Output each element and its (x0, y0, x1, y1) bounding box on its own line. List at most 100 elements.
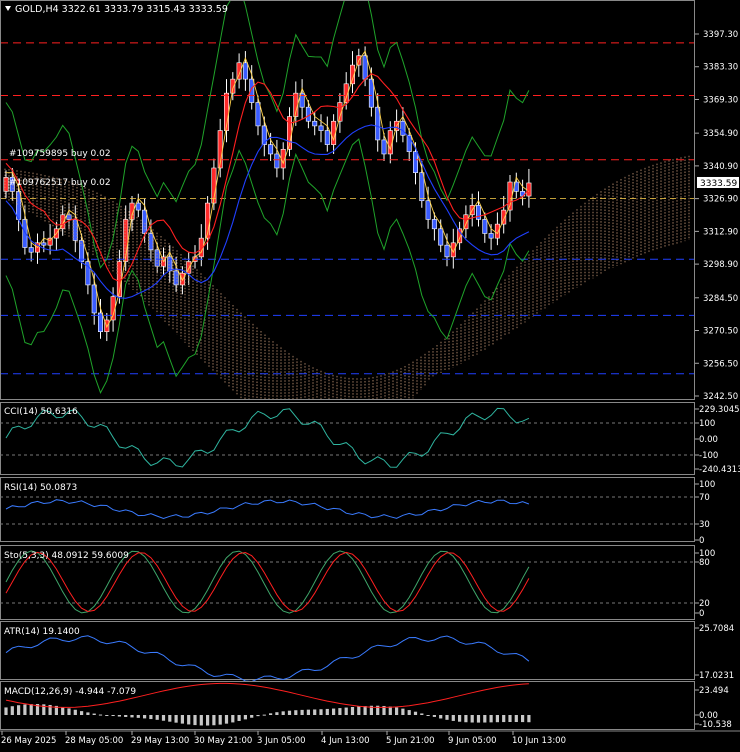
price-pane[interactable] (0, 0, 694, 442)
macd-bar (275, 712, 279, 715)
candle[interactable] (255, 95, 261, 136)
macd-bar (149, 715, 153, 720)
price-axis[interactable]: 3397.30 3383.30 3369.30 3354.90 3340.90 3326.… (695, 30, 738, 402)
candle[interactable] (274, 139, 280, 178)
candle[interactable] (217, 118, 223, 178)
candle-body (9, 177, 15, 192)
macd-bar (10, 706, 14, 715)
candle[interactable] (249, 65, 255, 110)
macd-bar (161, 715, 166, 721)
stochastic-title: Sto(5,3,3) 48.0912 59.6009 (4, 551, 129, 561)
candle[interactable] (60, 205, 66, 236)
candle[interactable] (47, 224, 53, 255)
axis-label: -100 (699, 451, 718, 461)
time-axis-label: 26 May 2025 (1, 736, 56, 746)
candle[interactable] (299, 79, 305, 119)
axis-label: 0 (699, 536, 704, 546)
candle[interactable] (431, 212, 437, 241)
candle[interactable] (198, 224, 204, 267)
candle[interactable] (28, 240, 34, 262)
candle[interactable] (475, 191, 481, 227)
time-axis-label: 29 May 13:00 (131, 736, 189, 746)
candle[interactable] (501, 196, 507, 234)
candle[interactable] (337, 93, 343, 133)
candle[interactable] (72, 205, 78, 253)
candle[interactable] (280, 142, 286, 180)
candle[interactable] (349, 51, 355, 94)
macd-bar (350, 706, 355, 715)
candle-body (425, 200, 431, 220)
macd-bar (338, 708, 342, 715)
candle[interactable] (324, 116, 330, 152)
candle[interactable] (135, 193, 141, 218)
time-axis-label: 10 Jun 13:00 (512, 736, 566, 746)
candle-body (438, 228, 444, 246)
candle[interactable] (425, 186, 431, 229)
candle[interactable] (526, 168, 532, 208)
candle[interactable] (343, 72, 349, 110)
candle[interactable] (406, 128, 412, 161)
axis-label: 229.3045 (699, 405, 740, 415)
axis-label: 25.7084 (699, 624, 734, 634)
candle[interactable] (123, 205, 129, 271)
candle[interactable] (356, 48, 362, 77)
candle[interactable] (457, 221, 463, 250)
macd-pane[interactable]: 23.494 0.00-10.538 (0, 681, 732, 731)
candle[interactable] (3, 170, 9, 199)
rsi-pane[interactable]: 100 70 30 0 (0, 477, 715, 547)
macd-bar (212, 715, 216, 726)
candle-body (406, 134, 412, 152)
candle[interactable] (236, 53, 242, 89)
macd-bar (105, 715, 109, 716)
current-price-value: 3333.59 (700, 179, 737, 189)
cci-pane[interactable]: 229.3045 100 0.00 -100 -240.4313 (0, 402, 740, 476)
axis-label: 80 (699, 558, 710, 568)
price-axis-label: 3326.90 (703, 195, 738, 205)
macd-bar (243, 715, 247, 720)
macd-bar (382, 705, 386, 715)
macd-bar (206, 715, 210, 726)
candle[interactable] (211, 158, 217, 211)
candle[interactable] (381, 132, 387, 161)
candle-body (343, 83, 349, 103)
tenkan-line (6, 50, 530, 329)
macd-signal-line (5, 682, 529, 708)
candle[interactable] (261, 116, 267, 157)
macd-bar (464, 715, 468, 723)
macd-bar (168, 715, 172, 722)
candle[interactable] (305, 100, 311, 129)
bollinger-upper-line (5, 1, 530, 269)
candle[interactable] (463, 205, 469, 239)
kijun-line (5, 73, 530, 283)
candle[interactable] (520, 179, 526, 206)
candle[interactable] (173, 256, 179, 292)
candle[interactable] (312, 111, 318, 136)
macd-bar (17, 705, 21, 715)
candle-body (179, 272, 185, 286)
candle[interactable] (66, 203, 72, 229)
candle-body (337, 102, 343, 122)
candle[interactable] (450, 228, 456, 269)
order-label[interactable]: #109762517 buy 0.02 (9, 178, 111, 188)
time-axis[interactable]: 26 May 2025 28 May 05:00 29 May 13:00 30 Ma… (0, 730, 740, 746)
candle[interactable] (482, 212, 488, 243)
candle[interactable] (494, 212, 500, 246)
candle[interactable] (400, 107, 406, 143)
candle[interactable] (85, 252, 91, 295)
candle-body (60, 214, 66, 230)
order-label[interactable]: #109759895 buy 0.02 (9, 149, 111, 159)
candle[interactable] (98, 298, 104, 339)
price-axis-label: 3284.50 (703, 294, 738, 304)
collapse-triangle-icon[interactable] (5, 6, 11, 11)
atr-pane[interactable]: 25.7084 17.0231 (0, 621, 735, 683)
macd-bar (4, 707, 8, 715)
candle[interactable] (444, 233, 450, 267)
candle-body (312, 120, 318, 127)
candle[interactable] (318, 114, 324, 143)
macd-bar (426, 715, 430, 716)
candle[interactable] (230, 72, 236, 101)
candle[interactable] (167, 245, 173, 283)
